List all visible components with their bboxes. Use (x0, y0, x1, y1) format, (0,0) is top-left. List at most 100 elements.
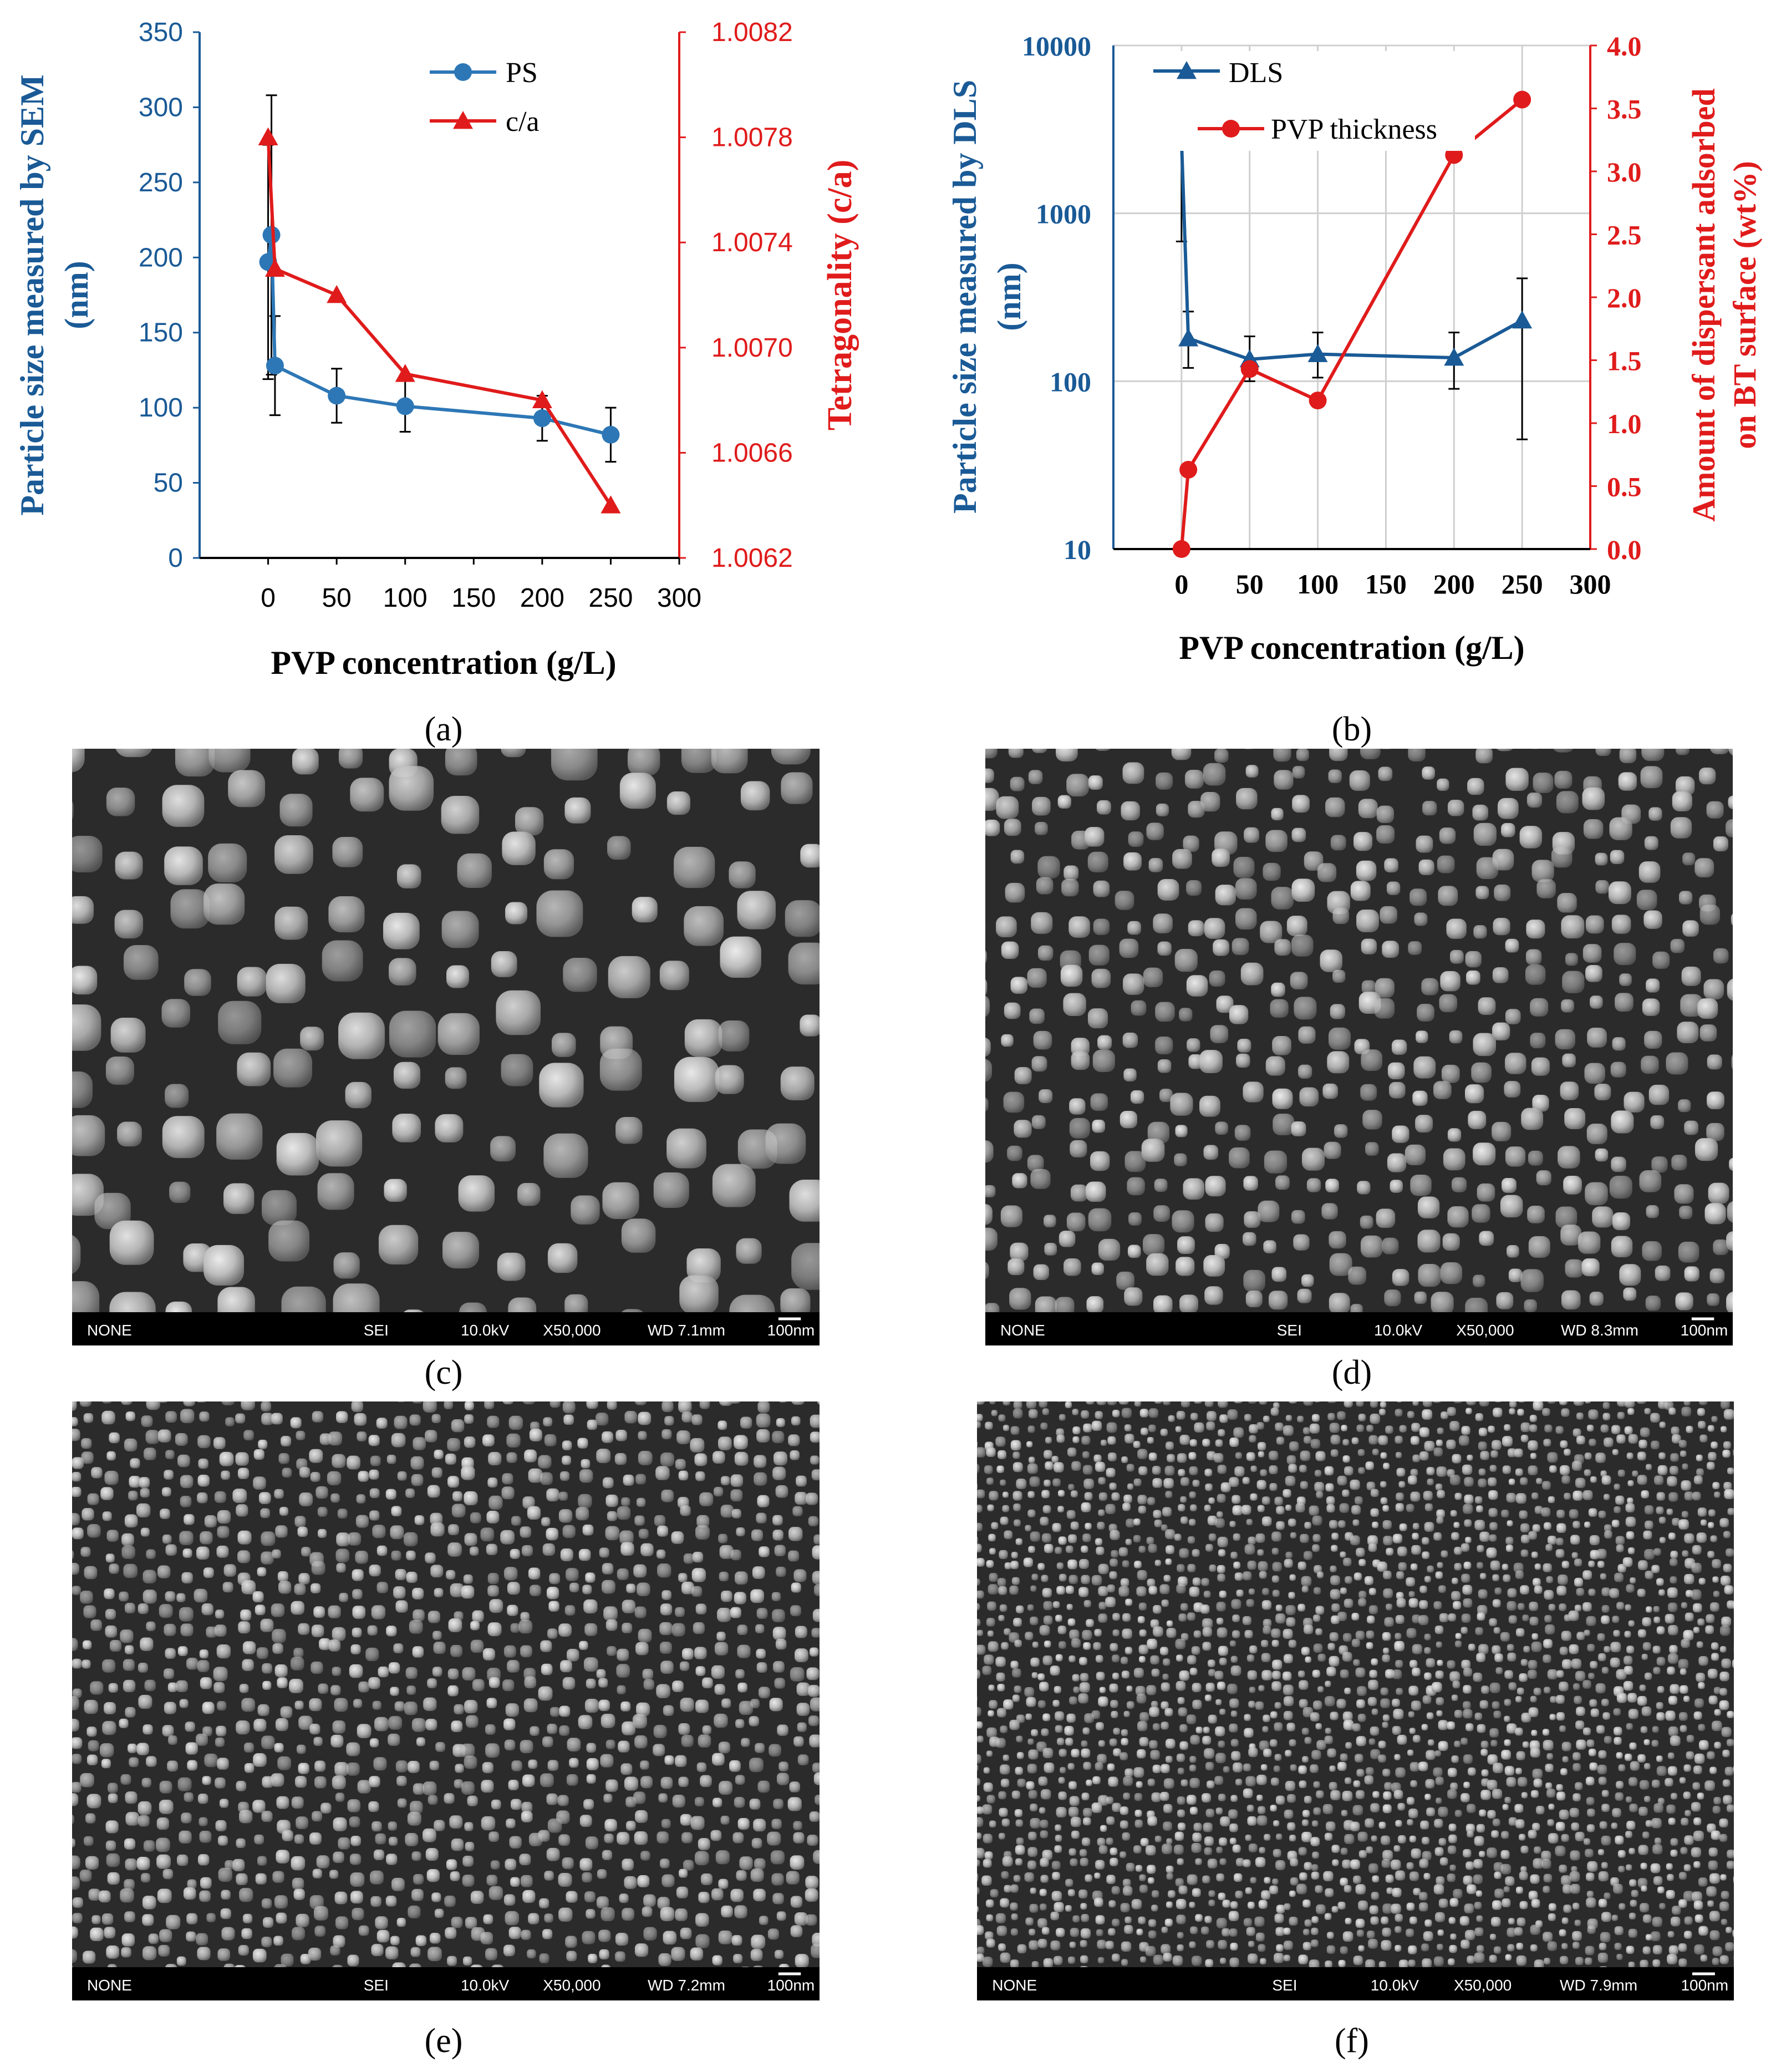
particle (1556, 1586, 1567, 1596)
particle (1617, 1411, 1625, 1419)
particle (1000, 1725, 1008, 1733)
particle (1232, 1505, 1243, 1516)
particle (1705, 1625, 1714, 1634)
particle (1698, 1926, 1708, 1936)
particle (542, 1543, 556, 1556)
particle (569, 1758, 579, 1768)
particle (1610, 1062, 1626, 1078)
particle (702, 1677, 713, 1689)
particle (1176, 1584, 1186, 1594)
particle (1392, 1726, 1401, 1735)
particle (1052, 1872, 1060, 1880)
particle (1520, 1585, 1529, 1595)
particle (1207, 1858, 1218, 1868)
particle (1031, 1056, 1047, 1072)
particle (1722, 1449, 1731, 1458)
particle (1243, 1176, 1258, 1191)
particle (176, 1680, 188, 1693)
particle (775, 1485, 788, 1498)
particle (1698, 1420, 1706, 1429)
particle (386, 1626, 397, 1637)
particle (136, 1857, 150, 1870)
particle (660, 1603, 673, 1616)
particle (1504, 1424, 1511, 1431)
particle (101, 1759, 111, 1769)
particle (347, 1799, 360, 1812)
particle (1615, 993, 1633, 1012)
particle (1610, 1642, 1621, 1653)
particle (1180, 1779, 1188, 1787)
particle (1712, 1946, 1723, 1956)
particle (125, 1411, 135, 1421)
particle (1153, 1295, 1173, 1312)
particle (261, 1190, 297, 1226)
particle (1559, 1809, 1569, 1820)
particle (1218, 1892, 1226, 1901)
particle (1248, 1700, 1255, 1708)
particle (832, 1778, 844, 1791)
particle (1315, 1628, 1322, 1636)
particle (184, 969, 211, 996)
particle (1449, 1671, 1461, 1682)
particle (72, 1472, 82, 1482)
particle (206, 1626, 217, 1638)
particle (1515, 1468, 1523, 1476)
particle (491, 951, 517, 977)
particle (1176, 1753, 1185, 1762)
particle (829, 1626, 843, 1640)
particle (274, 1964, 287, 1967)
particle (1666, 1509, 1673, 1515)
particle (297, 1526, 308, 1537)
particle (72, 1754, 82, 1764)
particle (318, 1528, 327, 1538)
particle (1378, 1961, 1387, 1967)
particle (389, 1836, 398, 1846)
particle (674, 1057, 720, 1102)
particle (1680, 1450, 1687, 1457)
particle (769, 1698, 783, 1712)
particle (1321, 1203, 1338, 1220)
particle (1693, 1603, 1702, 1613)
particle (638, 1411, 652, 1425)
particle (1385, 1669, 1395, 1679)
particle (1459, 1916, 1469, 1926)
particle (1140, 1956, 1147, 1963)
particle (72, 896, 94, 924)
particle (1666, 1052, 1688, 1075)
particle (445, 1453, 456, 1465)
particle (1656, 1657, 1666, 1666)
particle (1051, 1456, 1059, 1463)
particle (507, 1660, 520, 1673)
particle (1476, 1945, 1484, 1953)
particle (1399, 1523, 1407, 1531)
particle (1481, 1769, 1489, 1777)
particle (1644, 1030, 1662, 1049)
particle (1351, 1638, 1360, 1647)
particle (1439, 827, 1456, 844)
particle (320, 1390, 331, 1401)
particle (1630, 1761, 1640, 1771)
particle (1366, 1481, 1376, 1491)
particle (1205, 1959, 1214, 1967)
particle (1549, 1714, 1556, 1720)
particle (805, 1888, 818, 1902)
particle (163, 1668, 175, 1679)
particle (109, 1220, 154, 1265)
particle (335, 1548, 350, 1563)
particle (1000, 1779, 1010, 1787)
particle (91, 1467, 103, 1479)
particle (1289, 1574, 1296, 1581)
particle (658, 1953, 671, 1966)
particle (1099, 1687, 1106, 1693)
particle (1596, 1725, 1605, 1734)
particle (1216, 1602, 1226, 1612)
particle (219, 1799, 229, 1808)
particle (1657, 1686, 1665, 1693)
particle (158, 1401, 168, 1403)
particle (1573, 1683, 1580, 1690)
particle (215, 1737, 225, 1747)
particle (1270, 999, 1289, 1018)
particle (217, 1948, 230, 1961)
particle (1215, 1439, 1223, 1447)
particle (1044, 1450, 1052, 1459)
